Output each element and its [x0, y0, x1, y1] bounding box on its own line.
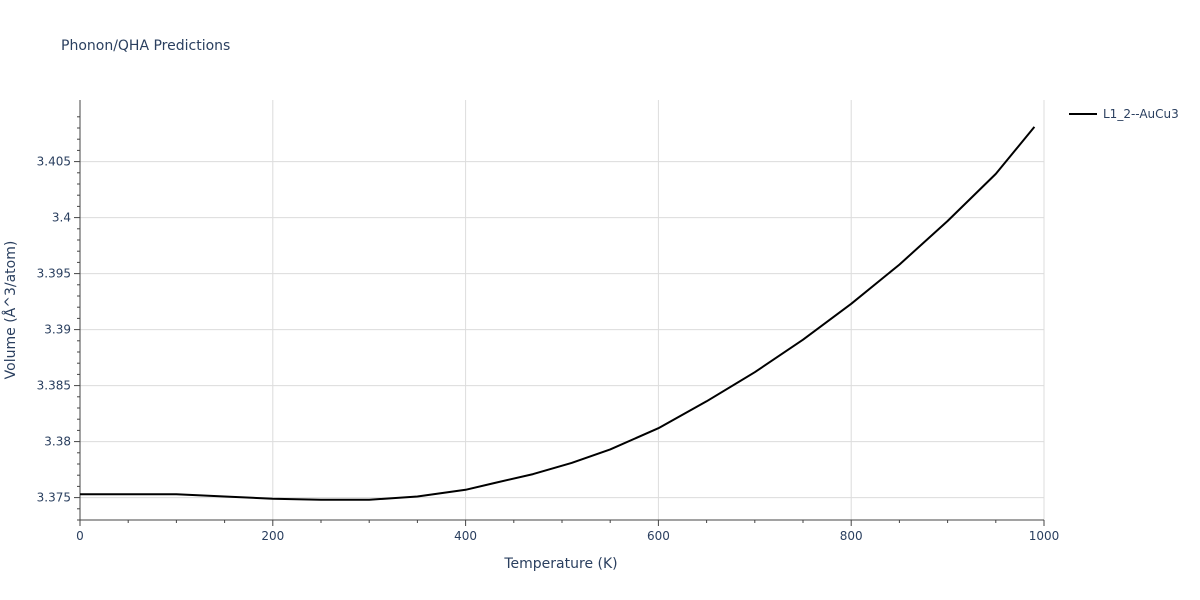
- axes: 0 200 400 600 800 1000 3.375 3.38 3.385 3.39 3.395…: [37, 100, 1060, 543]
- y-tick-label: 3.395: [37, 267, 71, 281]
- x-tick-label: 600: [647, 529, 670, 543]
- y-tick-label: 3.38: [44, 435, 71, 449]
- chart-title: Phonon/QHA Predictions: [61, 38, 230, 54]
- x-tick-label: 1000: [1029, 529, 1060, 543]
- y-tick-label: 3.405: [37, 155, 71, 169]
- y-tick-label: 3.39: [44, 323, 71, 337]
- y-axis-title: Volume (Å^3/atom): [2, 241, 19, 380]
- x-tick-label: 200: [261, 529, 284, 543]
- x-axis-title: Temperature (K): [503, 556, 617, 572]
- series-line: [80, 126, 1036, 501]
- y-tick-label: 3.375: [37, 491, 71, 505]
- legend[interactable]: L1_2--AuCu3: [1069, 107, 1179, 121]
- x-tick-label: 800: [840, 529, 863, 543]
- y-tick-label: 3.4: [52, 211, 71, 225]
- x-tick-label: 0: [76, 529, 84, 543]
- x-tick-label: 400: [454, 529, 477, 543]
- series-layer: [80, 126, 1036, 501]
- y-tick-label: 3.385: [37, 379, 71, 393]
- legend-item[interactable]: L1_2--AuCu3: [1069, 107, 1179, 121]
- legend-label: L1_2--AuCu3: [1103, 107, 1179, 121]
- grid: [80, 100, 1045, 520]
